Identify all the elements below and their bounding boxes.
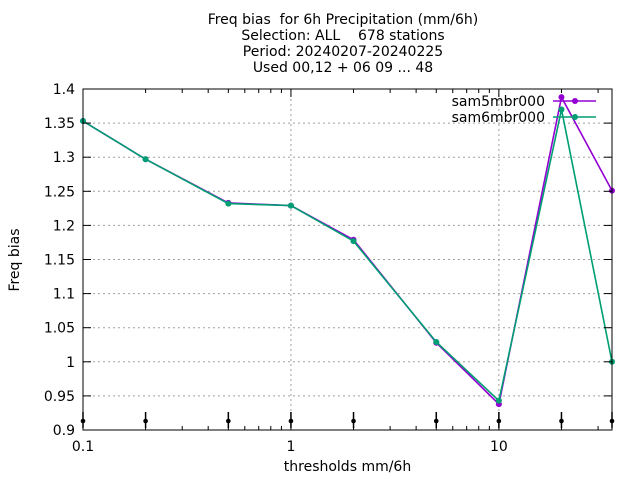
series-layer bbox=[80, 94, 615, 408]
legend-marker bbox=[572, 114, 578, 120]
title-line-1: Freq bias for 6h Precipitation (mm/6h) bbox=[207, 12, 479, 28]
plot-frame bbox=[82, 88, 613, 431]
x-tick-label: 0.1 bbox=[72, 439, 94, 455]
y-tick-label: 1.05 bbox=[44, 321, 75, 337]
x-tick-label: 10 bbox=[490, 439, 508, 455]
axes: 0.9 0.95 1 1.05 1.1 1.15 1.2 1.25 1.3 1.35 1.4 0.1 1… bbox=[44, 82, 612, 455]
threshold-marker-dot bbox=[433, 418, 439, 424]
x-axis-label: thresholds mm/6h bbox=[284, 459, 411, 475]
grid-lines bbox=[83, 89, 612, 430]
y-tick-label: 1.4 bbox=[53, 82, 75, 98]
series-2-line bbox=[82, 109, 613, 403]
threshold-marker-dot bbox=[143, 418, 148, 424]
threshold-markers bbox=[80, 412, 615, 428]
threshold-marker-dot bbox=[351, 418, 356, 424]
y-tick-label: 1.35 bbox=[44, 116, 75, 132]
series-2-point bbox=[225, 200, 232, 207]
chart-title: Freq bias for 6h Precipitation (mm/6h) S… bbox=[0, 12, 640, 76]
y-tick-label: 1.1 bbox=[53, 287, 75, 303]
series-2-point bbox=[495, 397, 502, 404]
threshold-marker-dot bbox=[288, 418, 294, 424]
series-2-point bbox=[287, 202, 294, 209]
series-1-point bbox=[558, 94, 565, 101]
y-tick-label: 1.2 bbox=[53, 218, 75, 234]
legend-label: sam5mbr000 bbox=[452, 94, 545, 110]
y-tick-label: 1.3 bbox=[53, 150, 75, 166]
series-2-point bbox=[558, 106, 565, 113]
threshold-marker-dot bbox=[226, 418, 231, 424]
legend-marker bbox=[572, 98, 578, 104]
series-1-line bbox=[82, 94, 613, 406]
y-tick-label: 1 bbox=[66, 355, 75, 371]
y-tick-label: 0.9 bbox=[53, 423, 75, 439]
series-2-point bbox=[433, 339, 440, 346]
series-2-point bbox=[142, 156, 149, 163]
threshold-marker-dot bbox=[559, 418, 564, 424]
y-tick-label: 0.95 bbox=[44, 389, 75, 405]
y-tick-label: 1.25 bbox=[44, 184, 75, 200]
x-tick-label: 1 bbox=[286, 439, 295, 455]
threshold-marker-dot bbox=[496, 418, 502, 424]
title-line-2: Selection: ALL 678 stations bbox=[241, 28, 445, 44]
series-2-point bbox=[350, 238, 357, 245]
title-line-3: Period: 20240207-20240225 bbox=[242, 44, 444, 60]
y-tick-label: 1.15 bbox=[44, 253, 75, 269]
legend-label: sam6mbr000 bbox=[452, 110, 545, 126]
title-line-4: Used 00,12 + 06 09 ... 48 bbox=[252, 60, 434, 76]
y-axis-label: Freq bias bbox=[7, 228, 23, 291]
